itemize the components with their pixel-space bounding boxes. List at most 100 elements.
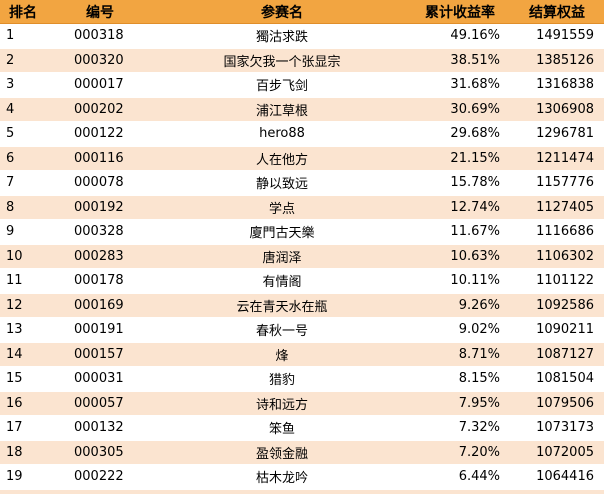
header-rank[interactable]: 排名	[0, 0, 46, 24]
cell-return-rate: 7.20%	[410, 440, 510, 465]
cell-code: 000158	[46, 489, 154, 494]
cell-rank: 16	[0, 391, 46, 416]
cell-return-rate: 8.15%	[410, 366, 510, 392]
cell-rank: 13	[0, 317, 46, 343]
cell-equity: 1072005	[510, 440, 604, 465]
cell-rank: 9	[0, 219, 46, 245]
cell-code: 000178	[46, 268, 154, 294]
table-row[interactable]: 18 000305 盈领金融 7.20% 1072005	[0, 440, 604, 465]
cell-name: 静以致远	[154, 170, 410, 196]
cell-code: 000017	[46, 72, 154, 98]
cell-name: 盈领金融	[154, 440, 410, 465]
cell-return-rate: 38.51%	[410, 48, 510, 73]
cell-rank: 1	[0, 23, 46, 49]
table-row[interactable]: 15 000031 猎豹 8.15% 1081504	[0, 366, 604, 392]
cell-name: 学点	[154, 195, 410, 220]
cell-return-rate: 12.74%	[410, 195, 510, 220]
cell-return-rate: 8.71%	[410, 342, 510, 367]
cell-name: 云在青天水在瓶	[154, 293, 410, 318]
cell-rank: 15	[0, 366, 46, 392]
table-row[interactable]: 16 000057 诗和远方 7.95% 1079506	[0, 391, 604, 416]
table-row[interactable]: 5 000122 hero88 29.68% 1296781	[0, 121, 604, 147]
cell-code: 000132	[46, 415, 154, 441]
cell-equity: 1116686	[510, 219, 604, 245]
cell-return-rate: 9.02%	[410, 317, 510, 343]
table-row[interactable]: 9 000328 廈門古天樂 11.67% 1116686	[0, 219, 604, 245]
cell-name: 猎豹	[154, 366, 410, 392]
cell-return-rate: 29.68%	[410, 121, 510, 147]
cell-equity: 1296781	[510, 121, 604, 147]
table-row[interactable]: 2 000320 国家欠我一个张显宗 38.51% 1385126	[0, 48, 604, 73]
header-equity[interactable]: 结算权益	[510, 0, 604, 24]
header-name[interactable]: 参赛名	[154, 0, 410, 24]
cell-equity: 1491559	[510, 23, 604, 49]
cell-code: 000157	[46, 342, 154, 367]
cell-code: 000192	[46, 195, 154, 220]
table-header-row: 排名 编号 参赛名 累计收益率 结算权益	[0, 0, 604, 24]
table-row[interactable]: 8 000192 学点 12.74% 1127405	[0, 195, 604, 220]
table-row[interactable]: 4 000202 浦江草根 30.69% 1306908	[0, 97, 604, 122]
cell-equity: 1127405	[510, 195, 604, 220]
cell-code: 000318	[46, 23, 154, 49]
cell-name: 浦江草根	[154, 97, 410, 122]
cell-rank: 6	[0, 146, 46, 171]
cell-rank: 3	[0, 72, 46, 98]
cell-name: 张W	[154, 489, 410, 494]
table-row[interactable]: 14 000157 烽 8.71% 1087127	[0, 342, 604, 367]
cell-equity: 1087127	[510, 342, 604, 367]
table-row[interactable]: 10 000283 唐润泽 10.63% 1106302	[0, 244, 604, 269]
cell-return-rate: 9.26%	[410, 293, 510, 318]
cell-code: 000222	[46, 464, 154, 490]
cell-return-rate: 7.95%	[410, 391, 510, 416]
cell-code: 000305	[46, 440, 154, 465]
cell-rank: 14	[0, 342, 46, 367]
cell-equity: 1081504	[510, 366, 604, 392]
cell-code: 000169	[46, 293, 154, 318]
cell-code: 000031	[46, 366, 154, 392]
table-row[interactable]: 13 000191 春秋一号 9.02% 1090211	[0, 317, 604, 343]
cell-rank: 12	[0, 293, 46, 318]
cell-code: 000202	[46, 97, 154, 122]
header-code[interactable]: 编号	[46, 0, 154, 24]
cell-equity: 1157776	[510, 170, 604, 196]
table-row[interactable]: 3 000017 百步飞剑 31.68% 1316838	[0, 72, 604, 98]
cell-code: 000057	[46, 391, 154, 416]
table-row[interactable]: 11 000178 有情阁 10.11% 1101122	[0, 268, 604, 294]
cell-rank: 20	[0, 489, 46, 494]
cell-equity: 1090211	[510, 317, 604, 343]
cell-equity: 1306908	[510, 97, 604, 122]
table-row[interactable]: 19 000222 枯木龙吟 6.44% 1064416	[0, 464, 604, 490]
table-row[interactable]: 20000158张W6.13%1061340	[0, 489, 604, 494]
cell-equity: 1092586	[510, 293, 604, 318]
cell-return-rate: 11.67%	[410, 219, 510, 245]
cell-equity: 1211474	[510, 146, 604, 171]
cell-code: 000116	[46, 146, 154, 171]
table-row[interactable]: 17 000132 笨鱼 7.32% 1073173	[0, 415, 604, 441]
cell-rank: 4	[0, 97, 46, 122]
cell-return-rate: 10.11%	[410, 268, 510, 294]
cell-code: 000191	[46, 317, 154, 343]
cell-code: 000122	[46, 121, 154, 147]
table-row[interactable]: 1 000318 獨沽求跌 49.16% 1491559	[0, 23, 604, 49]
cell-name: 国家欠我一个张显宗	[154, 48, 410, 73]
cell-name: 廈門古天樂	[154, 219, 410, 245]
cell-return-rate: 15.78%	[410, 170, 510, 196]
cell-rank: 8	[0, 195, 46, 220]
cell-name: 唐润泽	[154, 244, 410, 269]
table-row[interactable]: 12 000169 云在青天水在瓶 9.26% 1092586	[0, 293, 604, 318]
cell-code: 000283	[46, 244, 154, 269]
cell-code: 000328	[46, 219, 154, 245]
header-return-rate[interactable]: 累计收益率	[410, 0, 510, 24]
cell-rank: 5	[0, 121, 46, 147]
cell-return-rate: 10.63%	[410, 244, 510, 269]
cell-rank: 17	[0, 415, 46, 441]
cell-name: 有情阁	[154, 268, 410, 294]
table-row[interactable]: 6 000116 人在他方 21.15% 1211474	[0, 146, 604, 171]
cell-equity: 1316838	[510, 72, 604, 98]
cell-rank: 7	[0, 170, 46, 196]
cell-equity: 1101122	[510, 268, 604, 294]
cell-name: 春秋一号	[154, 317, 410, 343]
table-row[interactable]: 7 000078 静以致远 15.78% 1157776	[0, 170, 604, 196]
cell-name: 百步飞剑	[154, 72, 410, 98]
